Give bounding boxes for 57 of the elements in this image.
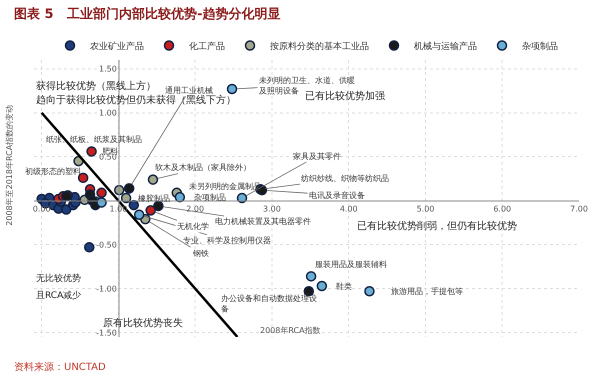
x-tick-label: 4.00 xyxy=(340,204,358,214)
point xyxy=(306,271,316,282)
annotation: 纺织纱线、织物等纺织品 xyxy=(301,174,389,183)
legend-label: 农业矿业产品 xyxy=(90,41,144,52)
annotation: 专业、科学及控制用仪器 xyxy=(183,236,271,245)
annotation: 鞋类 xyxy=(336,282,352,291)
x-tick-label: 3.00 xyxy=(263,204,281,214)
annotation: 无机化学 xyxy=(177,222,209,231)
x-tick-label: 6.00 xyxy=(493,204,512,214)
annotation: 电讯及录音设备 xyxy=(309,191,365,200)
annotation: 未另列明的金属制品 xyxy=(189,182,261,191)
annotation: 已有比较优势削弱，但仍有比较优势 xyxy=(357,220,517,232)
point xyxy=(364,286,375,297)
annotation: 办公设备和自动数据处理设备 xyxy=(221,294,317,314)
text: 资料来源：UNCTAD xyxy=(14,361,106,373)
x-tick-label: 5.00 xyxy=(416,204,434,214)
x-tick-label: 0.00 xyxy=(32,204,51,214)
annotation: 杂项制品 xyxy=(194,193,226,202)
point xyxy=(96,188,107,198)
annotation: 软木及木制品（家具除外） xyxy=(155,163,251,172)
annotation: 家具及其零件 xyxy=(293,152,341,161)
annotation: 钢铁 xyxy=(192,249,209,258)
point xyxy=(84,242,95,253)
point xyxy=(316,280,328,292)
annotation: 电力机械装置及其电器零件 xyxy=(215,217,311,226)
legend-label: 机械与运输产品 xyxy=(414,41,477,52)
annotation: 趋向于获得比较优势但仍未获得（黑线下方） xyxy=(36,94,236,106)
point xyxy=(128,200,140,210)
annotation: 且RCA减少 xyxy=(36,290,82,301)
annotation: 通用工业机械 xyxy=(165,86,213,95)
legend-label: 按原料分类的基本工业品 xyxy=(270,41,369,52)
y-tick-label: 1.50 xyxy=(99,64,117,74)
annotation: 旅游用品，手提包等 xyxy=(391,287,463,296)
annotation: 获得比较优势（黑线上方） xyxy=(36,80,156,92)
annotation: 原有比较优势丧失 xyxy=(103,317,183,329)
point xyxy=(86,146,97,157)
annotation: 服装用品及服装辅料 xyxy=(315,260,387,269)
point xyxy=(134,210,144,220)
point xyxy=(174,192,186,202)
y-tick-label: -0.50 xyxy=(96,240,117,250)
point xyxy=(148,174,158,185)
annotation: 初级形态的塑料 xyxy=(25,167,81,176)
y-tick-label: -1.50 xyxy=(96,328,117,338)
x-axis-title: 2008年RCA指数 xyxy=(260,326,321,335)
annotation: 已有比较优势加强 xyxy=(305,90,385,102)
annotation: 无比较优势 xyxy=(36,273,81,284)
point xyxy=(145,205,156,216)
point xyxy=(124,183,134,194)
y-tick-label: -1.00 xyxy=(96,284,117,294)
x-tick-label: 7.00 xyxy=(570,204,588,214)
y-axis-title: 2008年至2018年RCA指数的变动 xyxy=(5,104,14,226)
y-tick-label: 1.00 xyxy=(99,108,117,118)
legend-label: 杂项制品 xyxy=(522,41,558,52)
legend-label: 化工产品 xyxy=(189,41,225,52)
point xyxy=(226,84,238,94)
chart-title: 图表 5 工业部门内部比较优势-趋势分化明显 xyxy=(14,6,281,22)
x-tick-label: 2.00 xyxy=(186,204,204,214)
